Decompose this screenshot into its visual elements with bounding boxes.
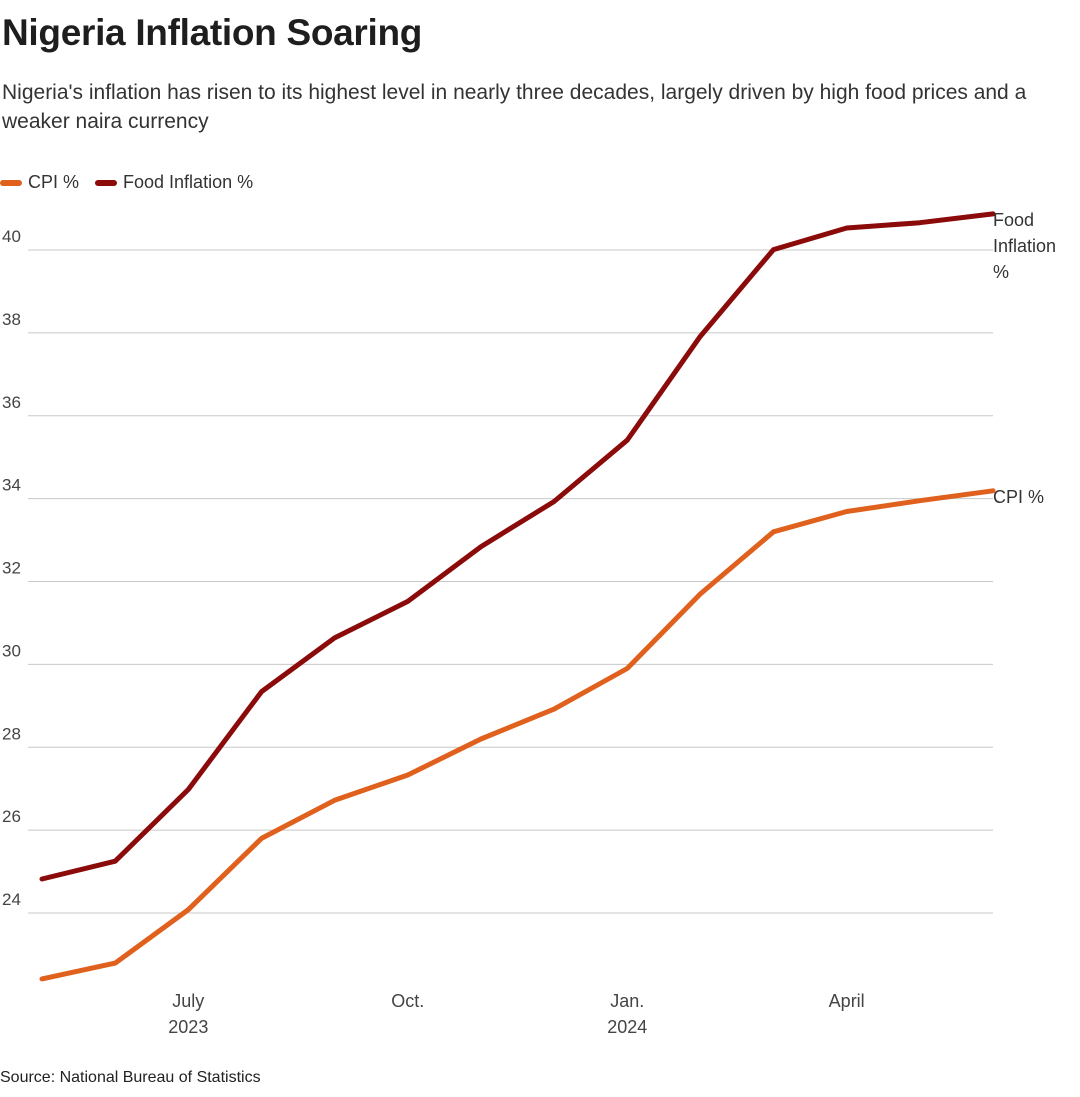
x-tick-label-july: July <box>172 991 204 1011</box>
legend-swatch-cpi <box>0 179 22 186</box>
legend-item-food-inflation: Food Inflation % <box>95 172 253 193</box>
x-tick-sublabel-2023: 2023 <box>168 1017 208 1037</box>
legend-item-cpi: CPI % <box>0 172 79 193</box>
x-tick-sublabel-2024: 2024 <box>607 1017 647 1037</box>
y-tick-label-28: 28 <box>2 724 21 743</box>
series-lines <box>39 211 996 982</box>
y-tick-label-36: 36 <box>2 393 21 412</box>
y-tick-label-32: 32 <box>2 559 21 578</box>
x-axis-ticks: July 2023 Oct. Jan. 2024 April <box>168 991 864 1037</box>
end-label-food-inflation-0: Food <box>993 210 1034 230</box>
series-end-labels: Food Inflation% CPI % <box>993 210 1056 507</box>
legend-label-food-inflation: Food Inflation % <box>123 172 254 192</box>
legend-swatch-food-inflation <box>95 179 118 186</box>
y-tick-label-30: 30 <box>2 641 21 660</box>
x-tick-label-jan: Jan. <box>610 991 644 1011</box>
end-label-cpi-0: CPI % <box>993 487 1044 507</box>
y-tick-label-24: 24 <box>2 890 21 909</box>
legend-label-cpi: CPI % <box>28 172 80 192</box>
series-line-cpi <box>39 488 996 982</box>
legend: CPI % Food Inflation % <box>0 172 269 193</box>
gridlines <box>28 249 993 914</box>
chart-title: Nigeria Inflation Soaring <box>2 12 423 53</box>
y-axis-ticks: 24 26 28 30 32 34 36 38 40 <box>2 227 21 909</box>
end-label-food-inflation-2: % <box>993 262 1009 282</box>
source-note: Source: National Bureau of Statistics <box>0 1069 261 1086</box>
x-tick-label-april: April <box>829 991 865 1011</box>
y-tick-label-34: 34 <box>2 476 21 495</box>
y-tick-label-40: 40 <box>2 227 21 246</box>
x-tick-label-oct: Oct. <box>391 991 424 1011</box>
chart-subtitle: Nigeria's inflation has risen to its hig… <box>2 81 1027 133</box>
y-tick-label-38: 38 <box>2 310 21 329</box>
end-label-food-inflation-1: Inflation <box>993 236 1056 256</box>
series-line-food-inflation <box>39 211 996 882</box>
line-chart: 24 26 28 30 32 34 36 38 40 July 2023 Oct. Jan. 2024 A… <box>2 210 1056 1037</box>
y-tick-label-26: 26 <box>2 807 21 826</box>
